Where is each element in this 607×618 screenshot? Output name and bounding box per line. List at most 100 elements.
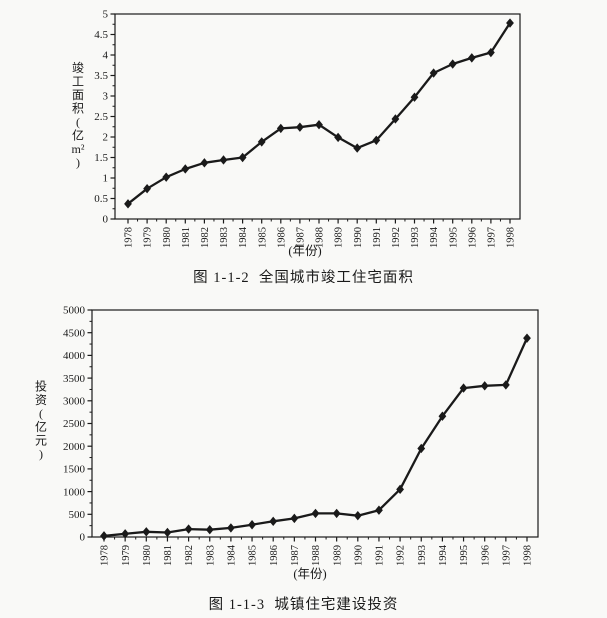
x-tick-label: 1991 — [372, 227, 383, 248]
data-point-marker — [506, 18, 514, 28]
data-point-marker — [257, 137, 266, 147]
x-tick-label: 1984 — [238, 226, 249, 248]
x-tick-label: 1995 — [448, 227, 459, 248]
x-tick-label: 1994 — [429, 226, 440, 248]
y-tick-label: 3 — [103, 91, 109, 103]
x-tick-label: 1989 — [334, 227, 345, 248]
x-tick-label: 1997 — [501, 545, 512, 566]
data-point-marker — [459, 383, 468, 393]
data-point-marker — [227, 523, 235, 533]
x-tick-label: 1986 — [276, 227, 287, 248]
x-tick-label: 1980 — [142, 545, 153, 566]
data-point-marker — [142, 527, 151, 537]
x-tick-label: 1993 — [417, 545, 428, 566]
chart-caption-1-1-3: 图 1-1-3 城镇住宅建设投资 — [208, 597, 399, 613]
y-axis-label-char: 元 — [35, 433, 47, 447]
y-tick-label: 3.5 — [94, 70, 108, 82]
data-point-marker — [391, 114, 400, 124]
y-axis-label-char: 竣 — [72, 60, 84, 75]
data-point-marker — [143, 183, 151, 194]
data-point-marker — [429, 68, 438, 78]
x-tick-label: 1993 — [410, 227, 421, 248]
data-point-marker — [200, 158, 209, 168]
data-point-marker — [353, 510, 362, 521]
y-tick-label: 1 — [103, 173, 109, 185]
x-tick-label: 1986 — [269, 545, 280, 566]
y-tick-label: 0 — [80, 532, 86, 544]
chart-caption-1-1-2: 图 1-1-2 全国城市竣工住宅面积 — [193, 270, 414, 286]
data-point-marker — [332, 508, 341, 519]
x-tick-label: 1983 — [219, 227, 230, 248]
y-axis-label-char: 资 — [35, 393, 47, 407]
x-tick-label: 1978 — [124, 227, 135, 248]
data-point-marker — [124, 199, 132, 209]
y-tick-label: 0 — [103, 214, 109, 226]
data-point-marker — [372, 135, 381, 145]
x-tick-label: 1988 — [311, 545, 322, 566]
data-point-marker — [181, 164, 190, 174]
x-tick-label: 1981 — [181, 227, 192, 248]
line-chart-housing-investment: 0 500 1000 1500 2000 2500 3000 3500 4000 4500 5000… — [35, 305, 539, 581]
y-axis-label-char: ) — [39, 447, 43, 461]
data-point-marker — [523, 333, 531, 343]
y-tick-label: 3500 — [63, 373, 86, 385]
y-tick-label: 4500 — [63, 327, 86, 339]
y-axis-label-char: 亿 — [35, 419, 47, 434]
y-axis-label-char: 工 — [72, 74, 84, 88]
y-tick-label: 4.5 — [94, 29, 108, 41]
y-tick-label: 2 — [103, 132, 109, 144]
x-tick-label: 1979 — [143, 227, 154, 248]
x-tick-label: 1996 — [467, 227, 478, 248]
x-tick-label: 1995 — [459, 545, 470, 566]
x-axis-label: (年份) — [293, 567, 326, 581]
data-point-marker — [480, 381, 489, 391]
y-tick-label: 1.5 — [94, 152, 108, 164]
x-tick-label: 1981 — [163, 545, 174, 566]
y-axis-label-char: 投 — [35, 378, 47, 393]
data-point-marker — [184, 524, 193, 534]
data-point-marker — [163, 527, 172, 538]
x-tick-label: 1996 — [480, 545, 491, 566]
y-tick-label: 4 — [103, 50, 109, 62]
data-point-marker — [276, 123, 285, 134]
plot-frame — [91, 309, 539, 538]
y-axis-label-char: m² — [72, 142, 85, 156]
data-point-marker — [311, 508, 320, 519]
y-axis-label-char: ) — [76, 155, 80, 169]
x-tick-label: 1985 — [248, 545, 259, 566]
data-point-marker — [162, 172, 171, 182]
data-point-marker — [417, 443, 426, 454]
data-point-marker — [100, 531, 108, 541]
data-point-marker — [290, 513, 299, 524]
y-axis-label-char: 面 — [72, 88, 84, 102]
data-point-marker — [315, 120, 323, 130]
data-point-marker — [396, 484, 404, 495]
series-line — [126, 21, 512, 205]
y-tick-label: 4000 — [63, 350, 86, 362]
y-tick-label: 2.5 — [94, 111, 108, 123]
x-tick-label: 1978 — [100, 545, 111, 566]
x-tick-label: 1982 — [184, 545, 195, 566]
x-tick-label: 1990 — [353, 227, 364, 248]
y-tick-label: 0.5 — [94, 193, 108, 205]
y-tick-label: 3000 — [63, 396, 86, 408]
x-tick-label: 1980 — [162, 227, 173, 248]
x-tick-label: 1998 — [523, 545, 534, 566]
x-tick-label: 1985 — [257, 227, 268, 248]
data-point-marker — [487, 47, 495, 58]
y-tick-label: 1500 — [63, 464, 86, 476]
x-tick-label: 1979 — [121, 545, 132, 566]
data-point-marker — [121, 529, 130, 539]
x-tick-label: 1984 — [227, 544, 238, 566]
y-axis-label-char: 积 — [72, 101, 84, 115]
y-tick-label: 500 — [69, 509, 86, 521]
data-point-marker — [205, 525, 214, 535]
x-tick-label: 1989 — [332, 545, 343, 566]
plot-frame — [114, 13, 521, 220]
x-axis-label: (年份) — [288, 244, 321, 258]
y-axis-label-char: ( — [76, 115, 80, 129]
x-tick-label: 1982 — [200, 227, 211, 248]
x-tick-label: 1994 — [438, 544, 449, 566]
data-point-marker — [467, 53, 476, 63]
y-axis-label-char: ( — [39, 406, 43, 420]
